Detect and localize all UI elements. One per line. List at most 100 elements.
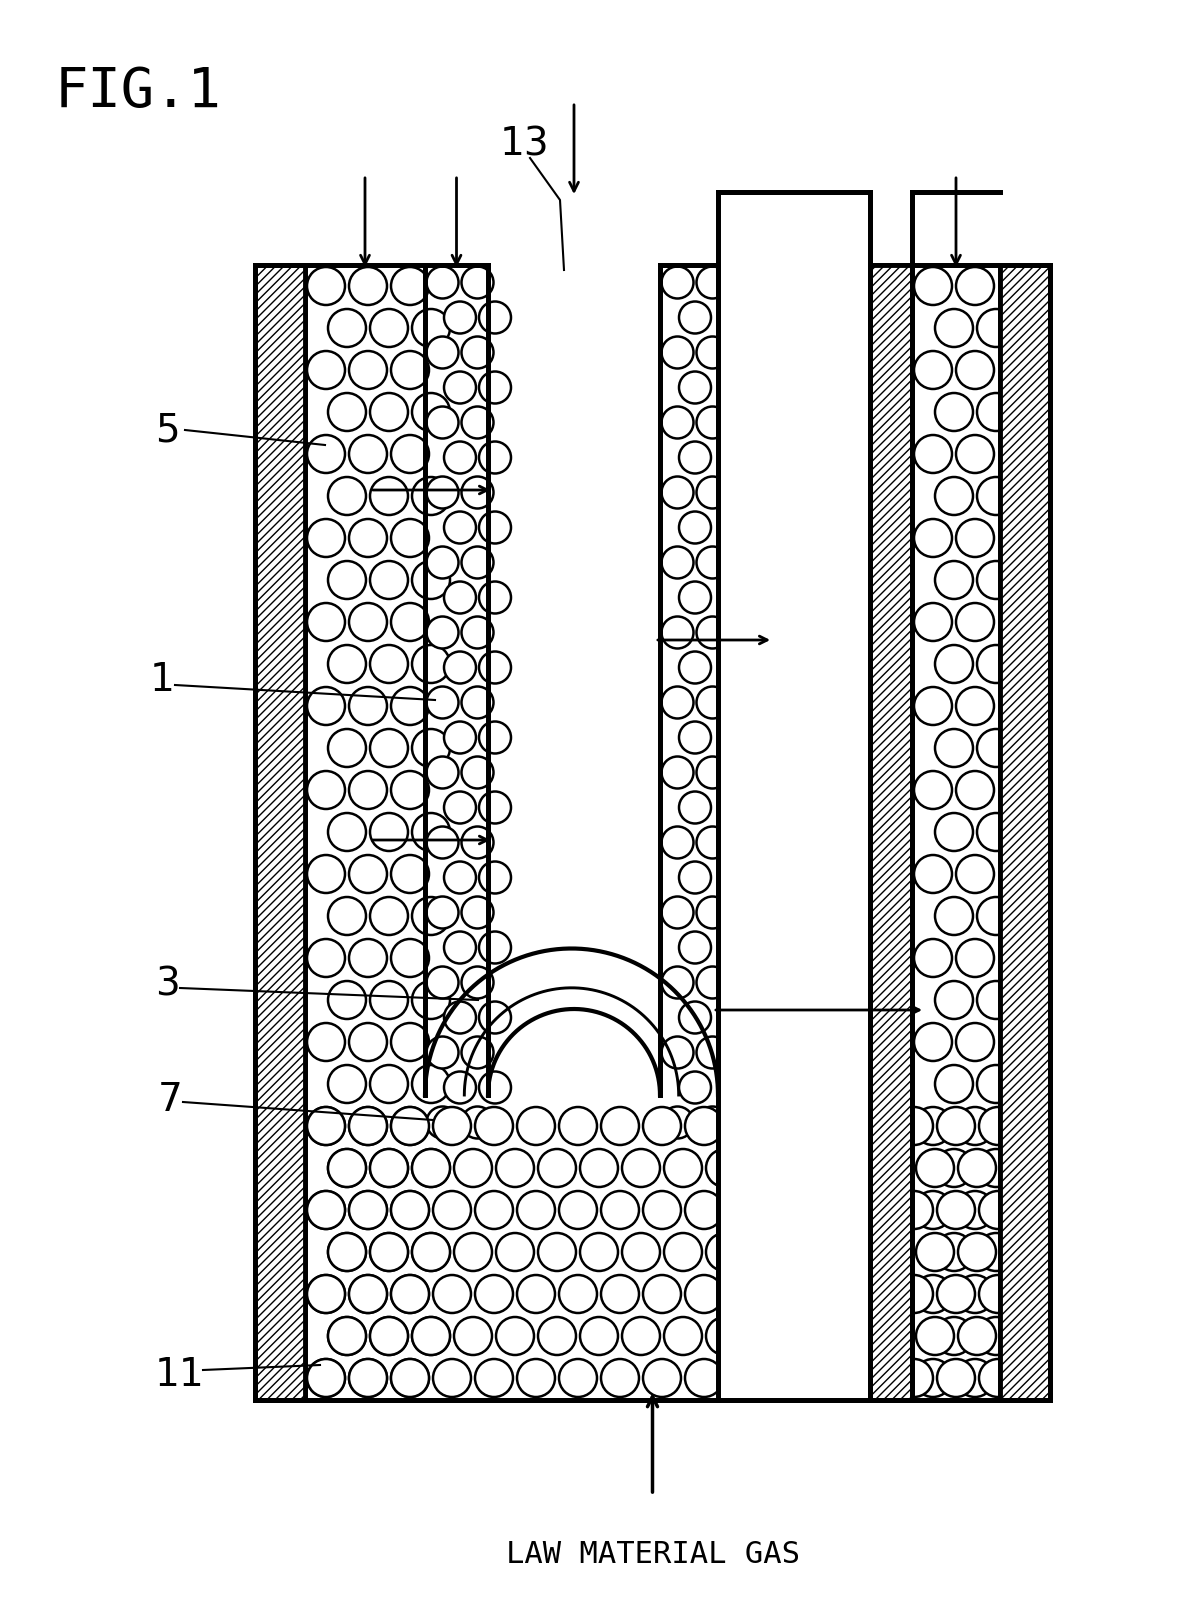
Circle shape (350, 1191, 387, 1229)
Circle shape (895, 1107, 933, 1146)
Circle shape (559, 1191, 597, 1229)
Circle shape (762, 770, 800, 809)
Circle shape (749, 1234, 786, 1270)
Circle shape (496, 1317, 534, 1355)
Circle shape (697, 826, 729, 858)
Circle shape (391, 1358, 428, 1397)
Circle shape (661, 756, 693, 788)
Circle shape (307, 770, 345, 809)
Circle shape (391, 352, 428, 388)
Circle shape (664, 1149, 701, 1187)
Circle shape (350, 1023, 387, 1061)
Circle shape (444, 1072, 476, 1104)
Circle shape (783, 729, 822, 767)
Circle shape (956, 1191, 995, 1229)
Circle shape (559, 1275, 597, 1314)
Circle shape (937, 1275, 975, 1314)
Circle shape (762, 435, 800, 473)
Circle shape (391, 1275, 428, 1314)
Circle shape (685, 1275, 723, 1314)
Circle shape (846, 267, 884, 305)
Circle shape (846, 1275, 884, 1314)
Circle shape (935, 1317, 973, 1355)
Circle shape (350, 267, 387, 305)
Circle shape (517, 1275, 556, 1314)
Circle shape (915, 602, 952, 641)
Circle shape (832, 1317, 870, 1355)
Circle shape (762, 855, 800, 893)
Circle shape (476, 1275, 513, 1314)
Polygon shape (255, 265, 305, 1400)
Circle shape (697, 687, 729, 719)
Circle shape (370, 476, 408, 515)
Circle shape (461, 547, 493, 578)
Circle shape (685, 1107, 723, 1146)
Circle shape (697, 406, 729, 438)
Circle shape (825, 646, 863, 682)
Circle shape (479, 652, 511, 684)
Circle shape (461, 756, 493, 788)
Circle shape (479, 582, 511, 614)
Circle shape (476, 1107, 513, 1146)
Circle shape (935, 1234, 973, 1270)
Circle shape (479, 791, 511, 823)
Circle shape (916, 1317, 955, 1355)
Circle shape (391, 1107, 428, 1146)
Circle shape (433, 1107, 471, 1146)
Circle shape (783, 813, 822, 852)
Circle shape (935, 1064, 973, 1103)
Circle shape (769, 1358, 807, 1397)
Circle shape (846, 519, 884, 558)
Circle shape (804, 352, 842, 388)
Circle shape (479, 932, 511, 964)
Circle shape (461, 337, 493, 369)
Circle shape (412, 981, 450, 1020)
Circle shape (915, 940, 952, 976)
Circle shape (601, 1275, 639, 1314)
Circle shape (391, 855, 428, 893)
Circle shape (956, 687, 995, 725)
Circle shape (370, 1149, 408, 1187)
Circle shape (328, 393, 366, 431)
Circle shape (762, 687, 800, 725)
Circle shape (307, 1191, 345, 1229)
Circle shape (479, 861, 511, 893)
Circle shape (762, 1275, 800, 1314)
Circle shape (307, 435, 345, 473)
Circle shape (804, 1275, 842, 1314)
Circle shape (496, 1149, 534, 1187)
Circle shape (412, 1317, 450, 1355)
Text: 3: 3 (155, 967, 180, 1004)
Circle shape (979, 1275, 1017, 1314)
Circle shape (391, 687, 428, 725)
Circle shape (621, 1317, 660, 1355)
Circle shape (804, 519, 842, 558)
Circle shape (370, 1234, 408, 1270)
Circle shape (454, 1317, 492, 1355)
Circle shape (762, 352, 800, 388)
Circle shape (479, 722, 511, 754)
Circle shape (461, 1106, 493, 1138)
Circle shape (846, 1023, 884, 1061)
Circle shape (915, 1023, 952, 1061)
Circle shape (479, 511, 511, 543)
Circle shape (580, 1149, 618, 1187)
Circle shape (350, 1107, 387, 1146)
Circle shape (391, 940, 428, 976)
Circle shape (762, 1358, 800, 1397)
Circle shape (762, 267, 800, 305)
Circle shape (538, 1149, 576, 1187)
Circle shape (937, 1191, 975, 1229)
Circle shape (307, 1358, 345, 1397)
Circle shape (935, 981, 973, 1020)
Circle shape (846, 435, 884, 473)
Circle shape (426, 967, 459, 999)
Circle shape (811, 1358, 849, 1397)
Circle shape (391, 770, 428, 809)
Circle shape (706, 1234, 744, 1270)
Circle shape (307, 1358, 345, 1397)
Circle shape (350, 435, 387, 473)
Circle shape (697, 547, 729, 578)
Circle shape (727, 1107, 765, 1146)
Circle shape (697, 1106, 729, 1138)
